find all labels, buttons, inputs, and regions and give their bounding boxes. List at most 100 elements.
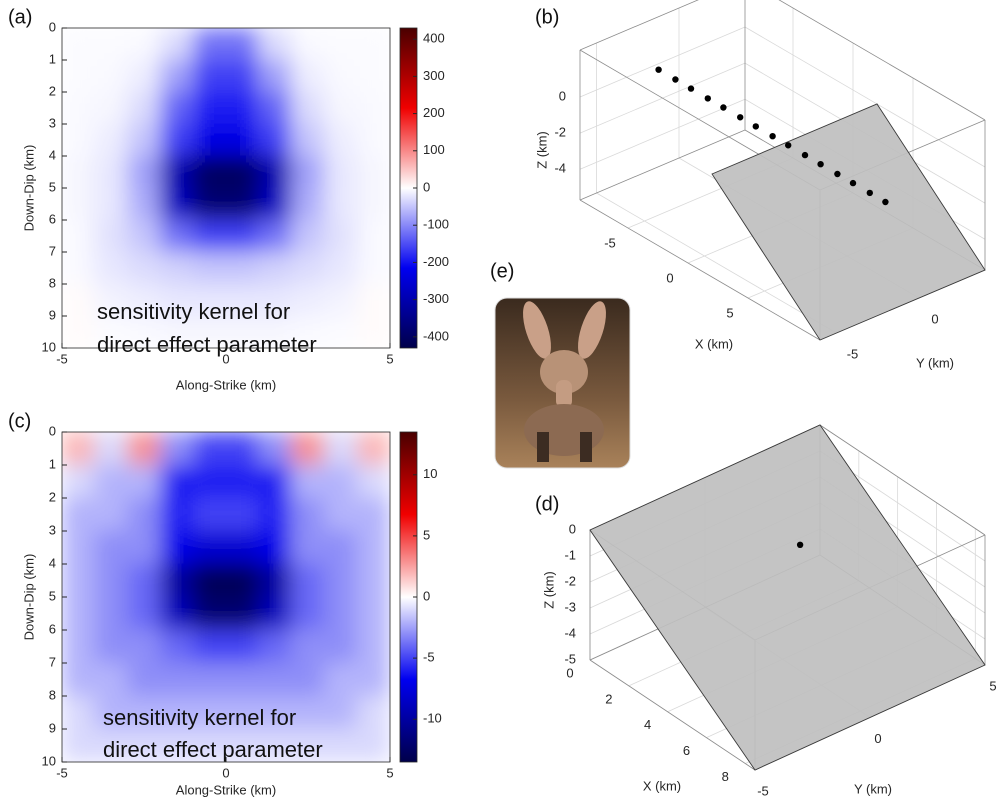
grid-line — [580, 99, 745, 169]
y-tick-label: 0 — [874, 731, 881, 746]
heatmap-cell — [291, 498, 325, 532]
panel-label: (a) — [8, 6, 32, 28]
x-tick-label: 0 — [666, 270, 673, 285]
heatmap-cell — [226, 124, 260, 157]
station-point — [672, 76, 678, 82]
heatmap-cell — [258, 188, 292, 221]
colorbar-tick-label: -5 — [423, 650, 435, 665]
heatmap-cell — [226, 531, 260, 565]
heatmap-cell — [193, 597, 227, 631]
colorbar-tick-label: -200 — [423, 254, 449, 269]
heatmap-cell — [357, 124, 391, 157]
heatmap-cell — [94, 564, 128, 598]
heatmap-cell — [62, 630, 96, 664]
heatmap-cell — [62, 60, 96, 93]
heatmap-cell — [62, 465, 96, 499]
heatmap-cell — [94, 465, 128, 499]
z-tick-label: 0 — [569, 521, 576, 536]
heatmap-cell — [62, 729, 96, 763]
heatmap-cell — [291, 220, 325, 253]
station-point — [882, 199, 888, 205]
heatmap-cell — [193, 156, 227, 189]
z-tick-label: -2 — [554, 125, 566, 140]
heatmap-cell — [160, 597, 194, 631]
heatmap-cell — [357, 284, 391, 317]
heatmap-cell — [291, 188, 325, 221]
heatmap-cell — [94, 60, 128, 93]
heatmap-cell — [324, 729, 358, 763]
y-tick-label: 10 — [42, 339, 56, 354]
heatmap-cell — [62, 252, 96, 285]
y-tick-label: 1 — [49, 456, 56, 471]
colorbar-tick-label: 10 — [423, 466, 437, 481]
y-tick-label: 0 — [931, 311, 938, 326]
y-tick-label: 6 — [49, 621, 56, 636]
panel-label: (b) — [535, 6, 559, 28]
heatmap-cell — [94, 92, 128, 125]
heatmap-cell — [127, 188, 161, 221]
heatmap-cell — [258, 564, 292, 598]
y-tick-label: 0 — [49, 423, 56, 438]
station-point — [834, 171, 840, 177]
heatmap-cell — [193, 564, 227, 598]
z-axis-label: Z (km) — [534, 131, 549, 169]
heatmap-cell — [127, 663, 161, 697]
heatmap-cell — [160, 564, 194, 598]
heatmap-cell — [324, 465, 358, 499]
heatmap-cell — [357, 92, 391, 125]
y-tick-label: 6 — [49, 211, 56, 226]
heatmap-cell — [291, 630, 325, 664]
figure: (e) -505012345678910Along-Strike (km)Dow… — [0, 0, 1005, 803]
y-axis-label: Y (km) — [916, 355, 954, 370]
x-tick-label: 2 — [605, 691, 612, 706]
heatmap-cell — [193, 630, 227, 664]
heatmap-cell — [291, 663, 325, 697]
station-point — [688, 85, 694, 91]
y-tick-label: 2 — [49, 489, 56, 504]
heatmap-cell — [357, 663, 391, 697]
heatmap-cell — [324, 92, 358, 125]
heatmap-cell — [226, 220, 260, 253]
x-tick-label: 5 — [386, 765, 393, 780]
heatmap-cell — [193, 498, 227, 532]
heatmap-cell — [324, 630, 358, 664]
heatmap-cell — [324, 188, 358, 221]
z-tick-label: -2 — [564, 573, 576, 588]
station-point — [705, 95, 711, 101]
heatmap-cell — [324, 252, 358, 285]
heatmap-cell — [160, 124, 194, 157]
heatmap-cell — [357, 28, 391, 61]
y-tick-label: 5 — [989, 678, 996, 693]
heatmap-cell — [226, 60, 260, 93]
colorbar-tick-label: 300 — [423, 68, 445, 83]
heatmap-cell — [226, 597, 260, 631]
heatmap-cell — [62, 124, 96, 157]
y-tick-label: -5 — [847, 346, 859, 361]
heatmap-cell — [357, 729, 391, 763]
colorbar-tick-label: -300 — [423, 291, 449, 306]
heatmap-cell — [193, 252, 227, 285]
heatmap-cell — [258, 156, 292, 189]
heatmap-cell — [324, 284, 358, 317]
z-tick-label: -4 — [564, 625, 576, 640]
heatmap-cell — [324, 564, 358, 598]
y-tick-label: 7 — [49, 654, 56, 669]
station-point — [655, 66, 661, 72]
annotation: sensitivity kernel for — [103, 705, 296, 730]
z-tick-label: -5 — [564, 651, 576, 666]
heatmap-cell — [258, 220, 292, 253]
heatmap-cell — [324, 156, 358, 189]
heatmap-cell — [357, 597, 391, 631]
heatmap-cell — [291, 60, 325, 93]
heatmap-cell — [193, 28, 227, 61]
annotation: direct effect parameter — [103, 737, 323, 762]
y-tick-label: 10 — [42, 753, 56, 768]
heatmap-cell — [193, 531, 227, 565]
panel-label: (c) — [8, 410, 31, 432]
heatmap-cell — [127, 252, 161, 285]
heatmap-cell — [226, 28, 260, 61]
heatmap-cell — [127, 28, 161, 61]
station-point — [785, 142, 791, 148]
heatmap-cell — [193, 663, 227, 697]
x-tick-label: 4 — [644, 717, 651, 732]
